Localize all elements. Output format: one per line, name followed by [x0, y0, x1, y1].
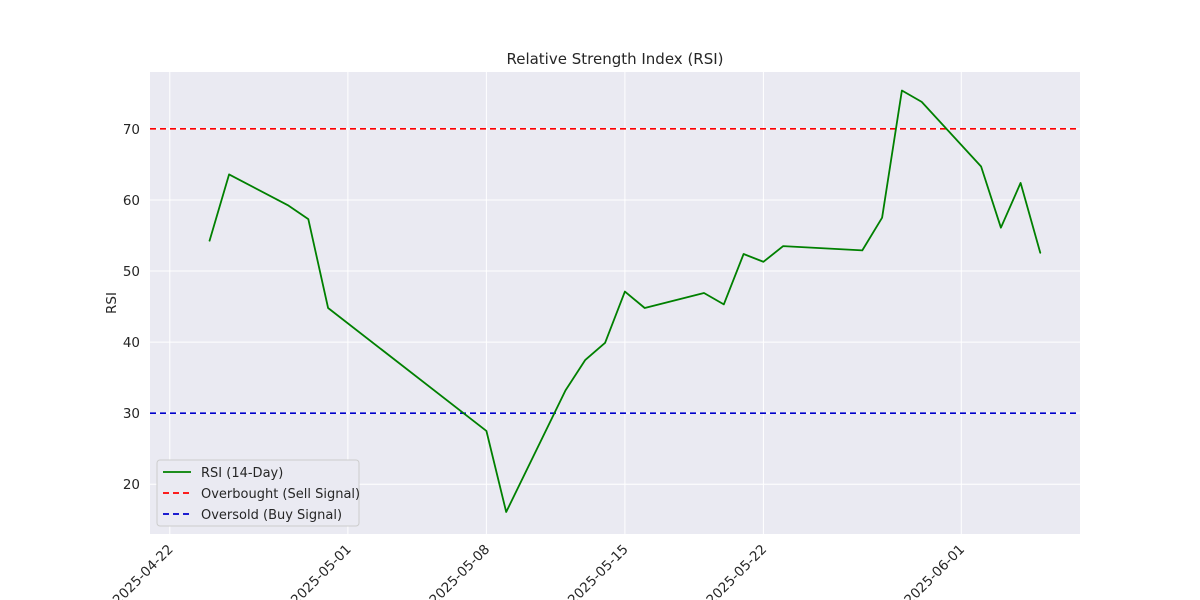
plot-background	[150, 72, 1080, 534]
rsi-point	[307, 218, 309, 220]
legend-label: RSI (14-Day)	[201, 466, 283, 481]
rsi-point	[762, 261, 764, 263]
rsi-point	[208, 240, 210, 242]
rsi-point	[1039, 252, 1041, 254]
rsi-point	[743, 253, 745, 255]
y-tick-label: 50	[123, 264, 140, 280]
rsi-point	[327, 307, 329, 309]
y-tick-label: 20	[123, 477, 140, 493]
rsi-point	[703, 292, 705, 294]
legend: RSI (14-Day) Overbought (Sell Signal) Over…	[156, 459, 360, 527]
rsi-point	[861, 249, 863, 251]
x-tick-label: 2025-05-01	[288, 542, 355, 600]
rsi-point	[228, 173, 230, 175]
y-tick-label: 30	[123, 406, 140, 422]
rsi-point	[485, 430, 487, 432]
rsi-point	[505, 511, 507, 513]
x-tick-label: 2025-05-15	[565, 542, 632, 600]
reference-lines	[150, 128, 1080, 414]
rsi-point	[584, 359, 586, 361]
chart-title: Relative Strength Index (RSI)	[506, 50, 723, 68]
rsi-point	[624, 291, 626, 293]
x-tick-label: 2025-05-22	[703, 542, 770, 600]
legend-label: Oversold (Buy Signal)	[201, 508, 342, 523]
rsi-point	[921, 101, 923, 103]
y-tick-labels: 20 30 40 50 60 70	[123, 122, 140, 493]
x-tick-label: 2025-04-22	[110, 542, 177, 600]
rsi-point	[604, 342, 606, 344]
rsi-point	[1020, 182, 1022, 184]
rsi-point	[881, 217, 883, 219]
rsi-point	[565, 389, 567, 391]
series-lines	[208, 89, 1042, 513]
rsi-point	[901, 89, 903, 91]
rsi-point	[980, 166, 982, 168]
legend-box	[156, 459, 360, 527]
x-tick-label: 2025-05-08	[426, 542, 493, 600]
y-axis-label: RSI	[104, 292, 120, 314]
rsi-point	[1000, 227, 1002, 229]
x-tick-labels: 2025-04-22 2025-05-01 2025-05-08 2025-05-15…	[110, 542, 968, 600]
y-tick-label: 40	[123, 335, 140, 351]
rsi-point	[288, 205, 290, 207]
y-tick-label: 60	[123, 193, 140, 209]
y-tick-label: 70	[123, 122, 140, 138]
legend-label: Overbought (Sell Signal)	[201, 487, 360, 502]
rsi-point	[723, 303, 725, 305]
rsi-point	[644, 307, 646, 309]
x-tick-label: 2025-06-01	[901, 542, 968, 600]
rsi-point	[782, 245, 784, 247]
